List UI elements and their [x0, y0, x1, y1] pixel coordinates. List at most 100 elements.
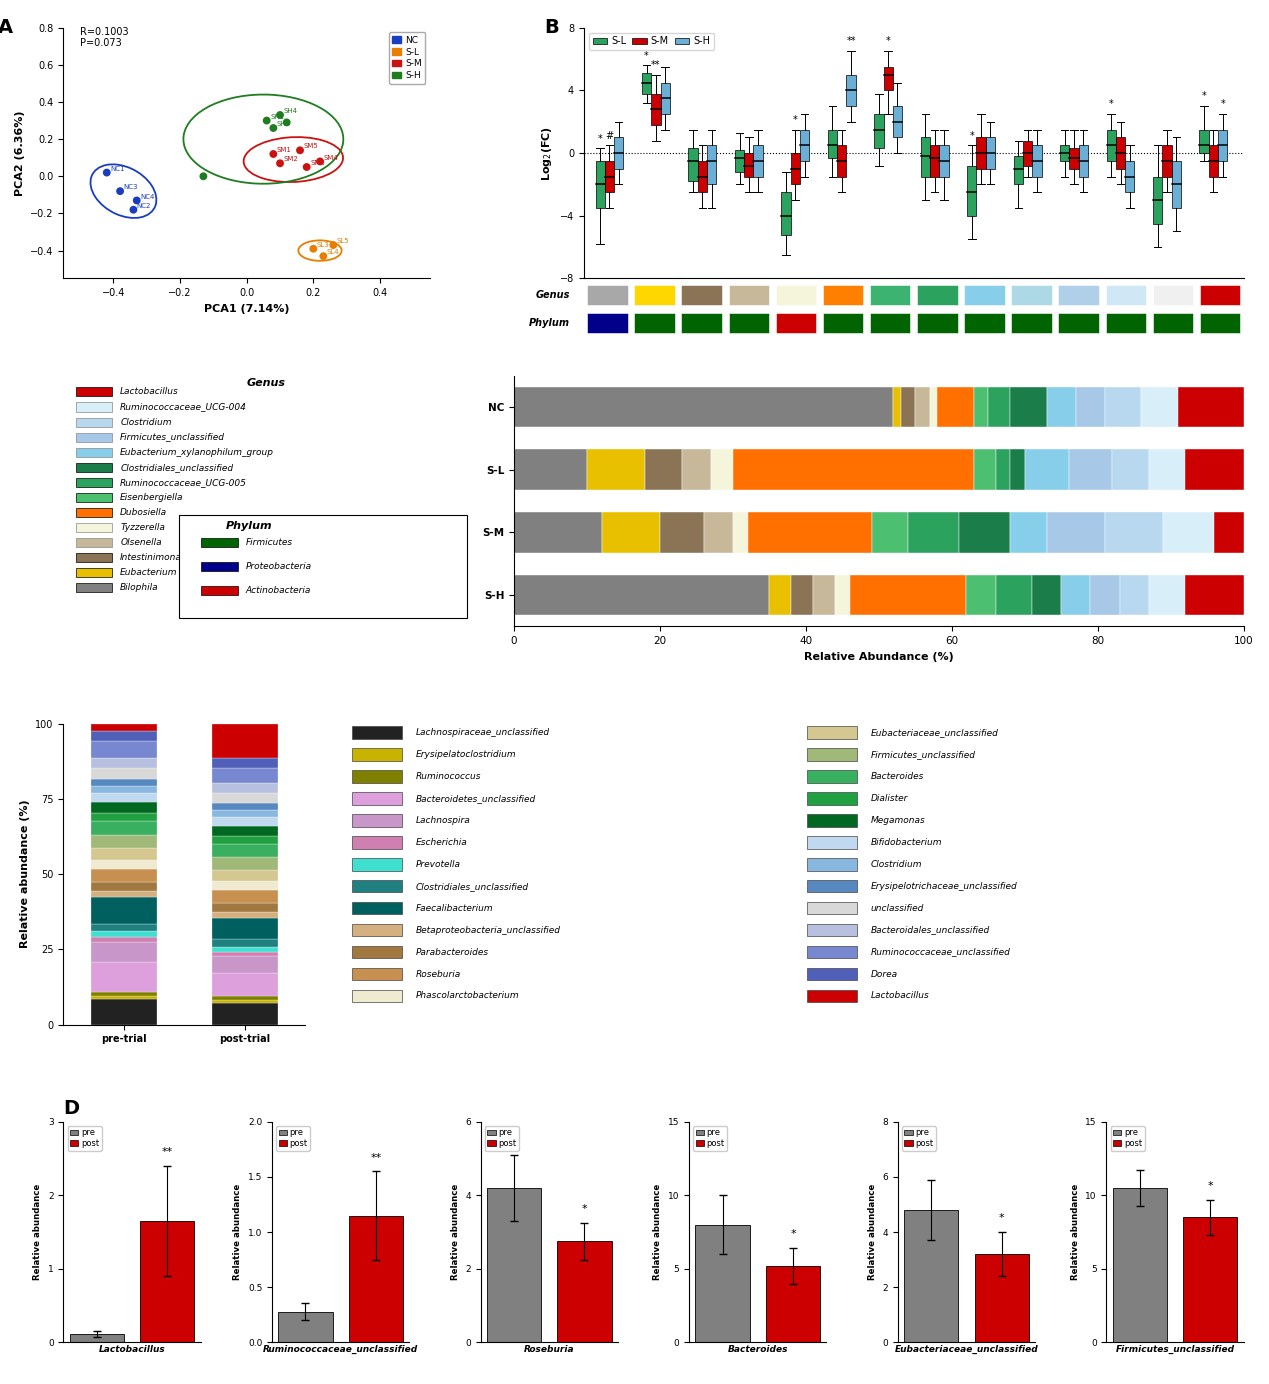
- Bar: [792, 574, 813, 616]
- Bar: [822, 285, 863, 304]
- Bar: [212, 918, 278, 940]
- Text: Faecalibacterium: Faecalibacterium: [416, 904, 494, 912]
- Text: Phylum: Phylum: [529, 318, 570, 328]
- Text: Tyzzerella: Tyzzerella: [121, 523, 165, 531]
- Bar: [1105, 313, 1146, 332]
- Bar: [939, 145, 949, 177]
- Bar: [807, 990, 857, 1002]
- Bar: [588, 450, 646, 490]
- Point: [289, 140, 310, 162]
- Bar: [212, 818, 278, 826]
- Point: [256, 109, 277, 131]
- Y-axis label: Relative abundance: Relative abundance: [233, 1183, 242, 1280]
- Bar: [850, 574, 967, 616]
- Bar: [90, 923, 157, 931]
- Bar: [90, 996, 157, 999]
- Bar: [1011, 313, 1052, 332]
- Bar: [514, 386, 893, 428]
- Bar: [681, 285, 722, 304]
- Text: **: **: [371, 1153, 382, 1163]
- Bar: [353, 945, 402, 958]
- Bar: [735, 149, 744, 172]
- Bar: [1178, 386, 1244, 428]
- Bar: [90, 822, 157, 835]
- Point: [324, 234, 344, 256]
- Bar: [807, 967, 857, 980]
- Text: Clostridiales_unclassified: Clostridiales_unclassified: [416, 882, 529, 891]
- Bar: [1032, 574, 1061, 616]
- Bar: [807, 945, 857, 958]
- Text: SM2: SM2: [283, 156, 298, 162]
- Bar: [212, 996, 278, 1001]
- Bar: [901, 386, 915, 428]
- Point: [193, 165, 213, 187]
- Bar: [754, 145, 763, 177]
- Text: Bacteroidetes_unclassified: Bacteroidetes_unclassified: [416, 794, 536, 803]
- Bar: [909, 512, 959, 552]
- Legend: pre, post: pre, post: [485, 1127, 519, 1150]
- Bar: [986, 137, 995, 169]
- Bar: [733, 512, 747, 552]
- Bar: [1142, 386, 1178, 428]
- Text: Eubacterium: Eubacterium: [121, 567, 178, 577]
- Bar: [846, 75, 855, 107]
- Text: SM3: SM3: [310, 161, 325, 166]
- Y-axis label: Relative abundance: Relative abundance: [868, 1183, 877, 1280]
- Text: Escherichia: Escherichia: [416, 837, 468, 847]
- Bar: [695, 1225, 750, 1342]
- Text: Eubacterium_xylanophilum_group: Eubacterium_xylanophilum_group: [121, 447, 274, 457]
- Bar: [1154, 177, 1162, 224]
- Text: Bilophila: Bilophila: [121, 583, 159, 592]
- Bar: [930, 145, 939, 177]
- Text: SM4: SM4: [324, 155, 338, 161]
- Bar: [964, 313, 1005, 332]
- Bar: [90, 869, 157, 882]
- Bar: [76, 447, 112, 457]
- Bar: [212, 844, 278, 857]
- Bar: [202, 562, 237, 570]
- Text: Proteobacteria: Proteobacteria: [246, 562, 312, 570]
- Bar: [1014, 156, 1023, 184]
- Bar: [1105, 512, 1164, 552]
- Bar: [893, 386, 901, 428]
- Bar: [90, 779, 157, 786]
- Bar: [807, 770, 857, 782]
- Bar: [614, 137, 623, 169]
- Text: Dorea: Dorea: [871, 970, 897, 978]
- Bar: [353, 792, 402, 804]
- Text: *: *: [598, 134, 603, 144]
- Bar: [1070, 148, 1079, 169]
- Legend: pre, post: pre, post: [902, 1127, 937, 1150]
- Text: Firmicutes_unclassified: Firmicutes_unclassified: [121, 433, 225, 441]
- Text: *: *: [645, 51, 648, 61]
- Bar: [353, 990, 402, 1002]
- Bar: [1090, 574, 1119, 616]
- Bar: [353, 814, 402, 826]
- Bar: [883, 66, 893, 90]
- Bar: [1032, 145, 1042, 177]
- Text: **: **: [651, 60, 661, 71]
- Bar: [1058, 285, 1099, 304]
- Bar: [964, 285, 1005, 304]
- Bar: [514, 574, 769, 616]
- Text: *: *: [970, 130, 975, 141]
- Bar: [76, 462, 112, 472]
- Text: Eisenbergiella: Eisenbergiella: [121, 493, 184, 502]
- Bar: [807, 814, 857, 826]
- Bar: [212, 890, 278, 902]
- Text: Intestinimonas: Intestinimonas: [121, 554, 187, 562]
- Bar: [76, 538, 112, 547]
- Bar: [212, 912, 278, 918]
- Bar: [728, 285, 769, 304]
- Bar: [602, 512, 660, 552]
- Bar: [835, 574, 850, 616]
- Bar: [212, 871, 278, 882]
- Text: Bacteroidales_unclassified: Bacteroidales_unclassified: [871, 926, 990, 934]
- Text: Ruminococcaceae_UCG-004: Ruminococcaceae_UCG-004: [121, 403, 247, 411]
- Bar: [76, 523, 112, 531]
- X-axis label: PCA1 (7.14%): PCA1 (7.14%): [204, 303, 289, 314]
- Bar: [90, 731, 157, 742]
- Text: NC3: NC3: [123, 184, 138, 190]
- Bar: [711, 450, 733, 490]
- Bar: [646, 450, 681, 490]
